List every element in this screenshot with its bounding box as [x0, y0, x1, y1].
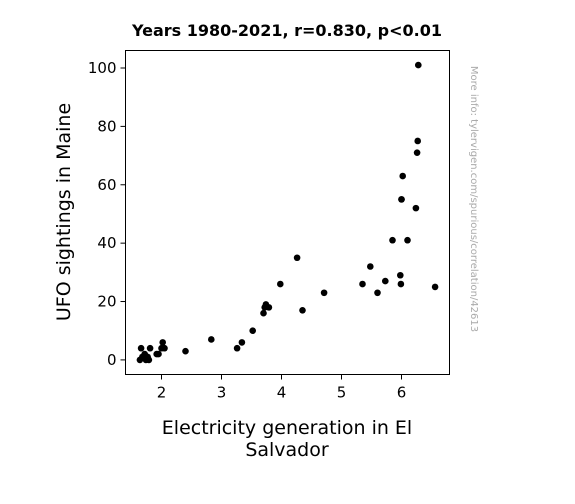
data-point	[415, 61, 422, 69]
data-point	[155, 350, 162, 358]
data-point	[398, 196, 405, 203]
data-point	[145, 356, 153, 364]
data-point	[265, 304, 273, 311]
x-tick-label: 2	[157, 384, 167, 402]
data-point	[249, 327, 256, 335]
data-point	[359, 280, 366, 288]
data-point	[382, 277, 389, 285]
x-tick-label: 4	[277, 384, 287, 402]
chart-title: Years 1980-2021, r=0.830, p<0.01	[131, 21, 442, 40]
data-point	[260, 309, 267, 317]
data-point	[299, 306, 306, 314]
data-point	[293, 254, 301, 262]
y-tick-label: 100	[88, 59, 117, 77]
data-point	[389, 236, 396, 244]
data-point	[146, 344, 154, 352]
y-tick-label: 20	[97, 293, 116, 311]
data-point	[320, 289, 328, 297]
y-axis-ticks: 0 20 40 60 80 100	[88, 59, 126, 369]
data-point	[159, 339, 166, 346]
source-note: More info: tylervigen.com/spurious/corre…	[468, 66, 479, 332]
plot-frame	[125, 50, 450, 375]
x-tick-label: 6	[397, 384, 407, 402]
data-point	[397, 280, 405, 288]
data-point	[208, 336, 215, 343]
x-tick-label: 3	[217, 384, 227, 402]
x-axis-ticks: 2 3 4 5 6	[157, 374, 407, 402]
data-point	[374, 289, 381, 297]
x-axis-label-line-1: Electricity generation in El	[162, 417, 412, 439]
x-tick-label: 5	[337, 384, 347, 402]
data-point	[413, 149, 421, 156]
data-point	[404, 236, 411, 244]
data-point	[233, 344, 241, 352]
data-point	[238, 339, 246, 346]
data-point	[182, 347, 189, 355]
y-axis-label: UFO sightings in Maine	[53, 103, 75, 321]
data-point	[412, 204, 420, 212]
data-point	[397, 271, 404, 279]
y-tick-label: 40	[97, 234, 116, 252]
data-point	[431, 283, 439, 291]
points-layer	[136, 61, 439, 364]
y-tick-label: 60	[97, 176, 116, 194]
y-tick-label: 80	[97, 117, 116, 135]
data-point	[399, 172, 407, 180]
data-point	[367, 263, 374, 270]
y-tick-label: 0	[107, 351, 117, 369]
data-point	[161, 344, 168, 352]
x-axis-label-line-2: Salvador	[245, 439, 329, 461]
data-point	[137, 344, 145, 352]
data-point	[277, 280, 284, 288]
data-point	[414, 137, 422, 145]
